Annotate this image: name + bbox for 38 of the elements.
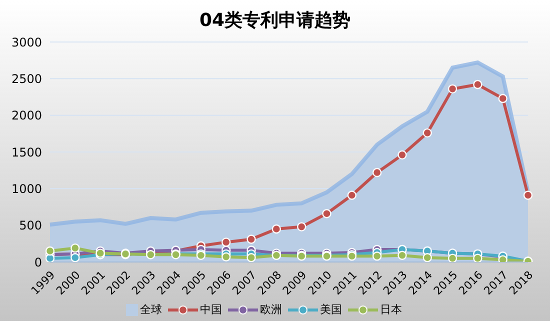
y-tick-label: 2500	[11, 72, 42, 86]
point	[398, 250, 407, 260]
y-tick-label: 2000	[11, 108, 42, 123]
legend-label: 美国	[320, 302, 342, 317]
y-tick-label: 500	[19, 218, 42, 233]
point	[422, 128, 432, 138]
point	[222, 238, 231, 247]
point	[296, 222, 306, 232]
y-tick-label: 0	[34, 255, 42, 270]
point	[523, 190, 533, 200]
y-tick-label: 1500	[11, 145, 42, 160]
point	[45, 254, 55, 262]
point	[246, 234, 256, 244]
y-tick-label: 3000	[11, 35, 42, 50]
point	[473, 80, 482, 90]
point	[372, 252, 382, 261]
point	[398, 150, 407, 160]
point	[246, 253, 256, 262]
point	[347, 190, 356, 200]
point	[322, 209, 332, 218]
legend-label: 欧洲	[260, 302, 282, 317]
point	[372, 168, 382, 178]
point	[70, 253, 80, 262]
point	[448, 84, 458, 94]
point	[45, 246, 55, 256]
point	[70, 243, 80, 253]
legend-label: 中国	[200, 302, 222, 317]
point	[272, 224, 282, 234]
chart-title: 04类专利申请趋势	[198, 9, 352, 32]
point	[498, 94, 508, 104]
point	[473, 254, 482, 262]
legend-label: 日本	[380, 302, 402, 317]
point	[448, 254, 458, 262]
y-tick-label: 1000	[11, 182, 42, 196]
point	[222, 252, 231, 262]
point	[422, 253, 432, 262]
point	[498, 255, 508, 262]
legend-label: 全球	[140, 302, 162, 317]
